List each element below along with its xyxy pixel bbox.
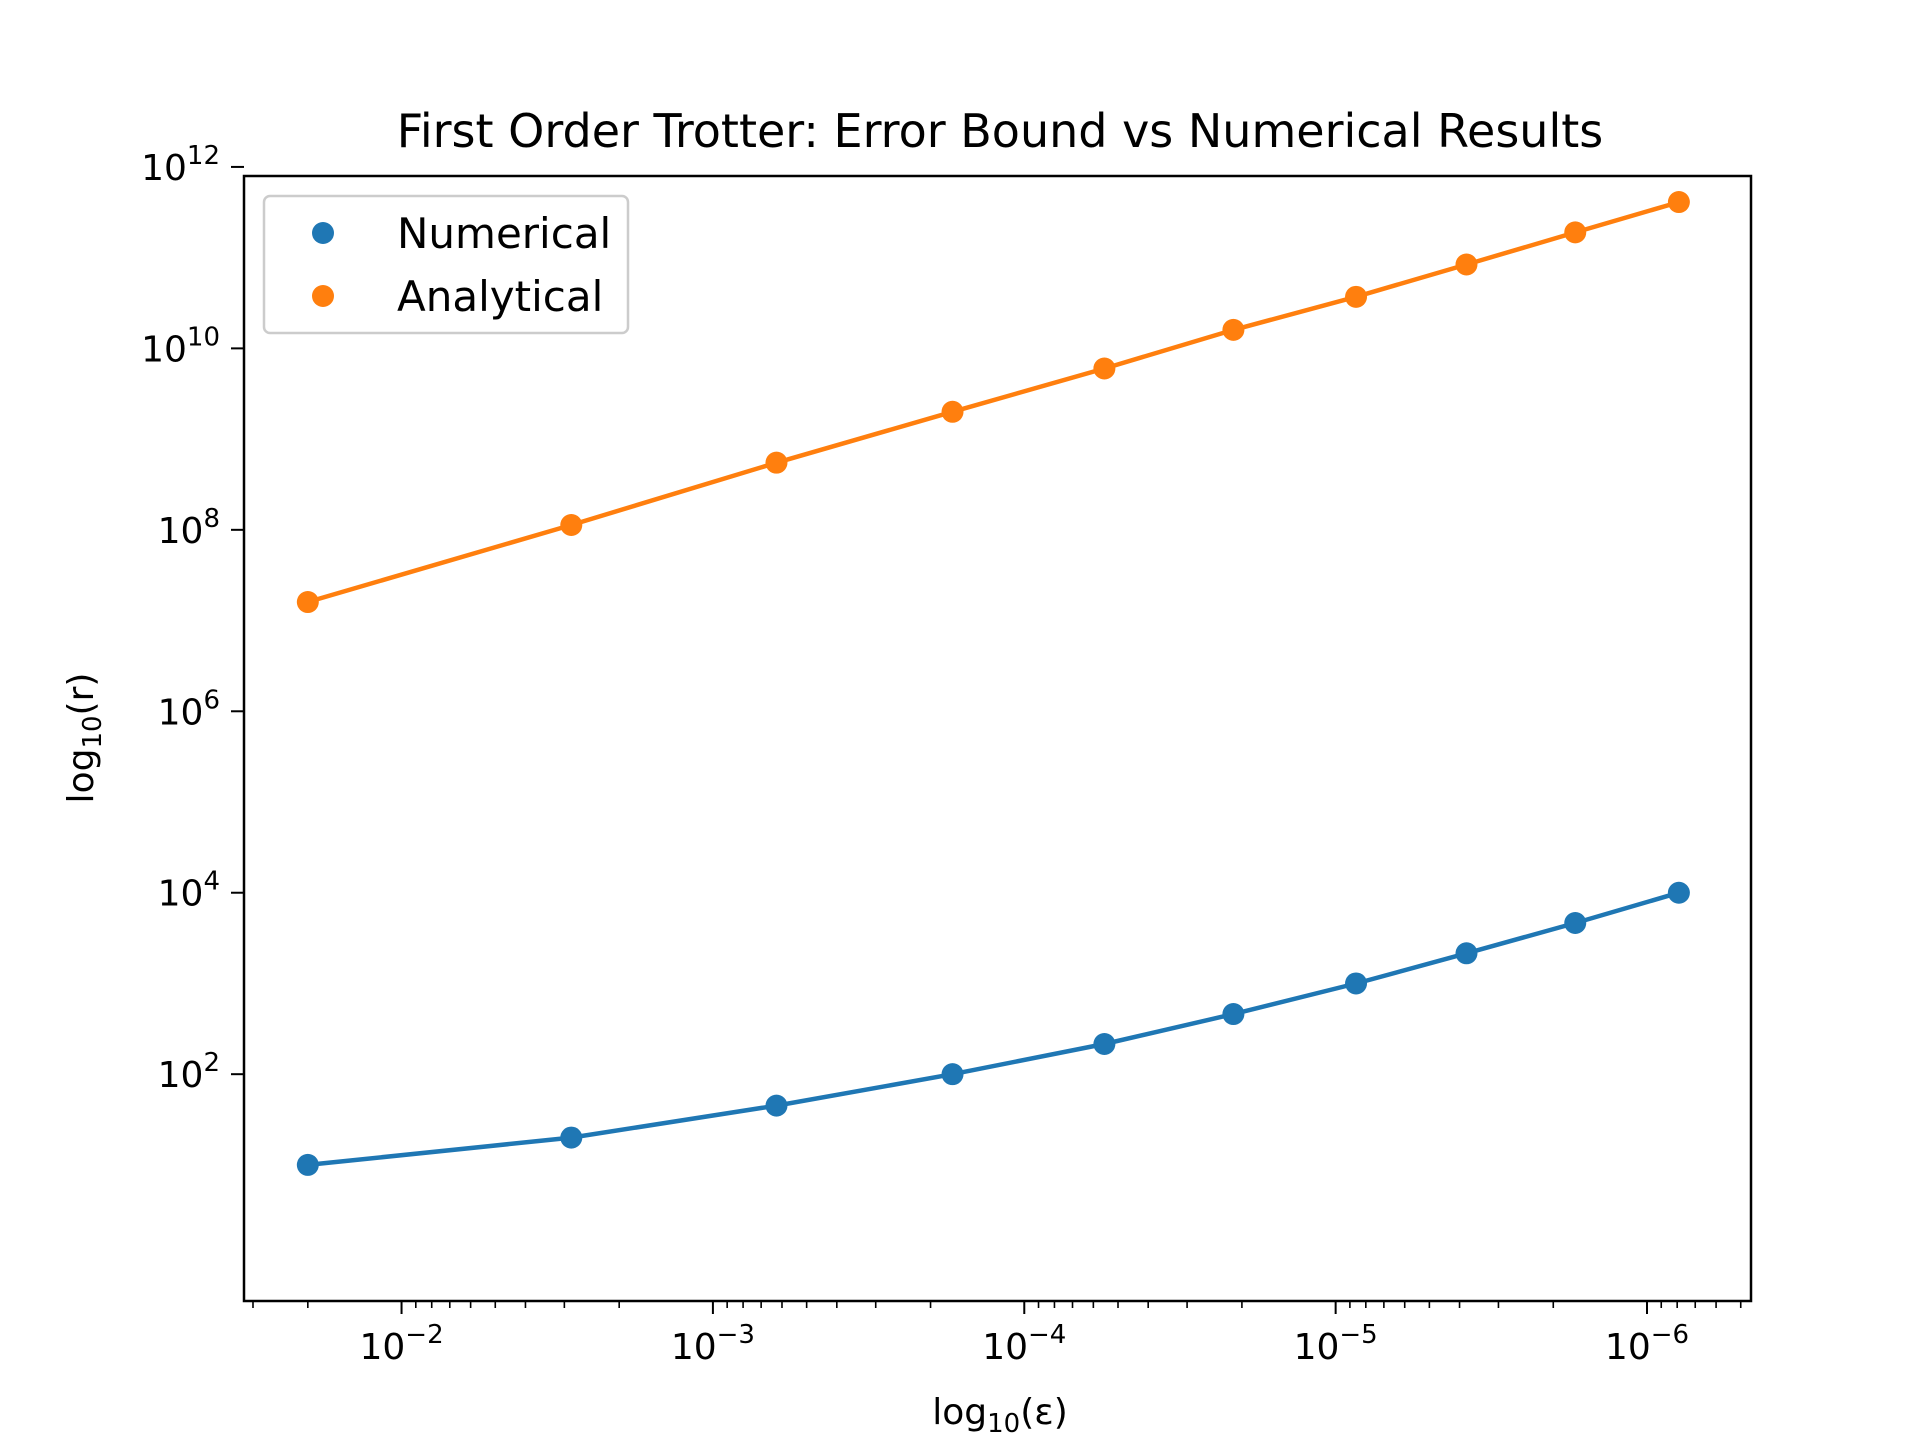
data-point-analytical — [296, 591, 319, 614]
plot-area: 10−2 10−3 10−4 10−5 10−6 102 104 106 108 1010 1012 — [141, 141, 1742, 1368]
legend-label-analytical: Analytical — [397, 272, 603, 321]
x-axis-label: log10(ε) — [932, 1392, 1068, 1439]
y-tick-label: 1012 — [141, 141, 220, 189]
legend: Numerical Analytical — [262, 194, 630, 335]
legend-marker-analytical — [312, 285, 334, 307]
data-point-analytical — [1345, 285, 1368, 308]
data-point-numerical — [1093, 1033, 1116, 1056]
x-tick-label: 10−5 — [1294, 1320, 1378, 1368]
data-point-analytical — [1564, 221, 1587, 244]
data-point-analytical — [1667, 191, 1690, 214]
data-point-numerical — [296, 1153, 319, 1176]
data-point-numerical — [1222, 1003, 1245, 1026]
legend-box — [262, 194, 630, 335]
data-point-analytical — [1455, 253, 1478, 276]
data-point-analytical — [1093, 357, 1116, 380]
data-point-analytical — [941, 400, 964, 423]
chart-title: First Order Trotter: Error Bound vs Nume… — [397, 104, 1604, 158]
x-tick-label: 10−6 — [1605, 1320, 1689, 1368]
x-tick-label: 10−3 — [671, 1320, 755, 1368]
y-tick-label: 1010 — [141, 322, 220, 370]
data-point-numerical — [1564, 911, 1587, 934]
data-point-analytical — [765, 451, 788, 474]
legend-label-numerical: Numerical — [397, 209, 611, 258]
data-point-numerical — [941, 1063, 964, 1086]
data-point-analytical — [1222, 318, 1245, 341]
series-line-numerical — [307, 890, 1680, 1168]
data-point-analytical — [560, 514, 583, 537]
axes-frame — [242, 174, 1753, 1303]
x-tick-label: 10−4 — [982, 1320, 1066, 1368]
y-tick-label: 102 — [158, 1048, 220, 1096]
x-tick-label: 10−2 — [359, 1320, 443, 1368]
series-line-analytical — [307, 199, 1680, 605]
y-tick-label: 106 — [158, 685, 220, 733]
legend-marker-numerical — [312, 222, 334, 244]
data-point-numerical — [1667, 881, 1690, 904]
y-axis-label: log10(r) — [61, 673, 108, 804]
data-point-numerical — [560, 1126, 583, 1149]
y-tick-label: 108 — [158, 504, 220, 552]
data-point-numerical — [765, 1094, 788, 1117]
data-point-numerical — [1345, 972, 1368, 995]
y-tick-label: 104 — [158, 867, 220, 915]
data-point-numerical — [1455, 942, 1478, 965]
